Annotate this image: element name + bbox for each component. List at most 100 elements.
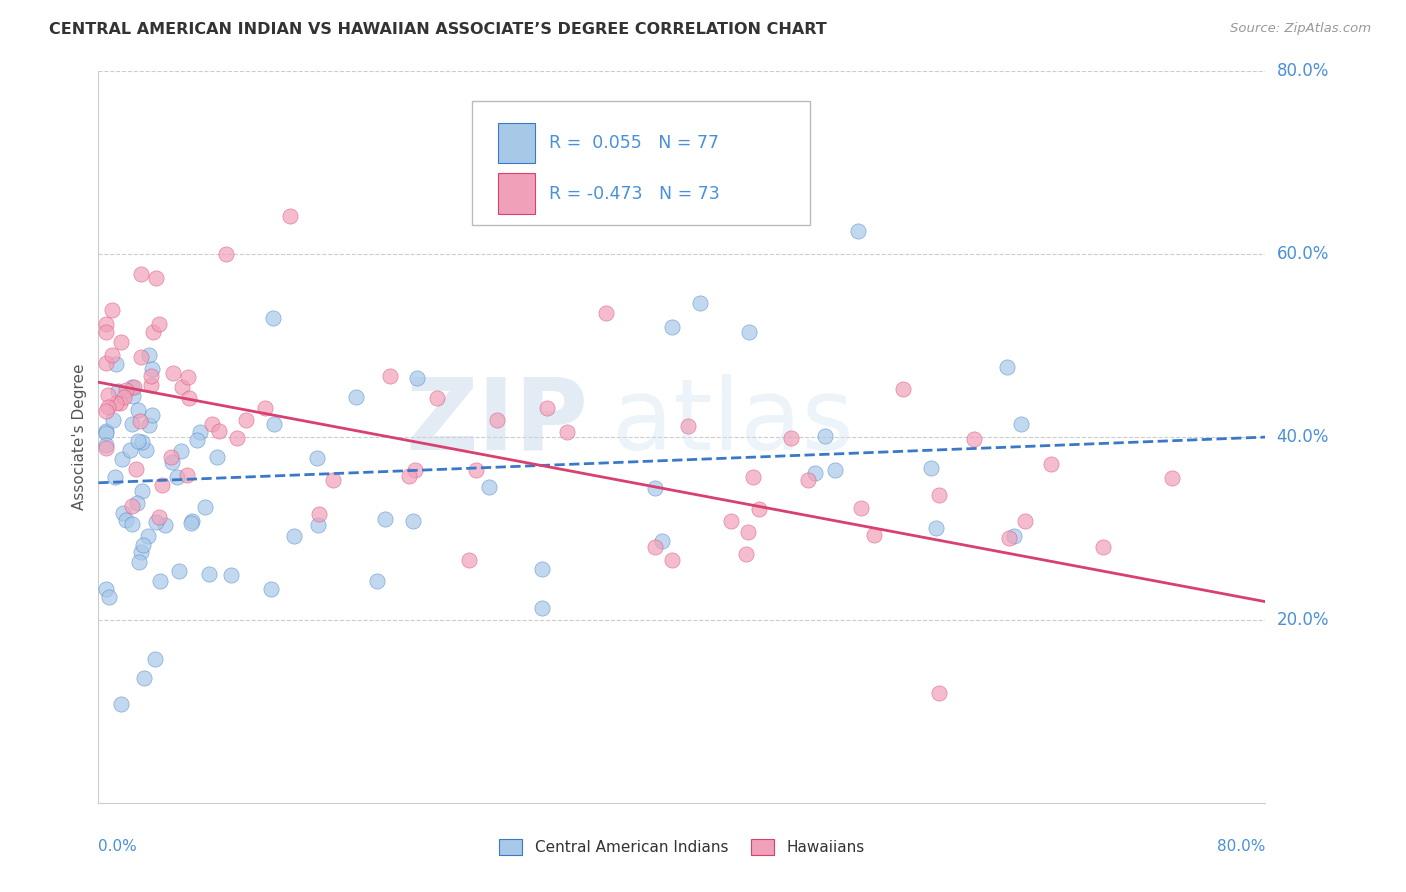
Point — [94, 582, 117, 597]
Point — [107, 384, 129, 398]
Point — [595, 306, 617, 320]
Point — [262, 311, 284, 326]
Point — [138, 418, 160, 433]
Point — [404, 463, 426, 477]
Point — [160, 450, 183, 464]
Point — [112, 506, 135, 520]
Point — [235, 413, 257, 427]
Point — [134, 671, 156, 685]
Point — [180, 516, 202, 530]
Point — [536, 401, 558, 416]
Point — [226, 432, 249, 446]
Point — [160, 455, 183, 469]
Point — [737, 525, 759, 540]
Point — [122, 389, 145, 403]
Point — [115, 384, 138, 398]
Point — [402, 515, 425, 529]
Point — [132, 538, 155, 552]
Point — [120, 443, 142, 458]
Point — [995, 359, 1018, 374]
Point — [198, 566, 221, 581]
Point — [145, 271, 167, 285]
Point — [849, 501, 872, 516]
Point — [170, 380, 193, 394]
Point — [398, 468, 420, 483]
Point — [1002, 529, 1025, 543]
Point — [150, 477, 173, 491]
Point — [928, 685, 950, 699]
Point — [94, 325, 117, 339]
Point — [863, 528, 886, 542]
Point — [127, 403, 149, 417]
Point — [97, 590, 120, 604]
Point — [485, 412, 508, 426]
Point — [644, 540, 666, 554]
Point — [188, 425, 211, 440]
Point — [738, 326, 761, 340]
Point — [215, 246, 238, 260]
Point — [129, 350, 152, 364]
Point — [127, 496, 149, 510]
Point — [166, 470, 188, 484]
Point — [194, 500, 217, 515]
Point — [131, 483, 153, 498]
Point — [814, 428, 837, 442]
Y-axis label: Associate's Degree: Associate's Degree — [72, 364, 87, 510]
Point — [366, 574, 388, 588]
Point — [748, 502, 770, 516]
Point — [94, 356, 117, 370]
Point — [308, 507, 330, 521]
Point — [373, 511, 395, 525]
Point — [283, 529, 305, 543]
Point — [997, 531, 1019, 545]
Point — [94, 318, 117, 332]
Text: R =  0.055   N = 77: R = 0.055 N = 77 — [548, 134, 718, 152]
Point — [94, 424, 117, 438]
Text: atlas: atlas — [612, 374, 853, 471]
Point — [307, 450, 329, 465]
Point — [136, 529, 159, 543]
Point — [797, 473, 820, 487]
Point — [94, 425, 117, 440]
Point — [651, 533, 673, 548]
Point — [94, 404, 117, 418]
Text: 80.0%: 80.0% — [1277, 62, 1329, 80]
Point — [110, 697, 132, 711]
Point — [254, 401, 277, 415]
Point — [129, 545, 152, 559]
Point — [94, 442, 117, 456]
Point — [141, 409, 163, 423]
Point — [148, 510, 170, 524]
Text: 20.0%: 20.0% — [1277, 611, 1329, 629]
Point — [846, 224, 869, 238]
Point — [122, 379, 145, 393]
Point — [149, 574, 172, 588]
Point — [322, 473, 344, 487]
Point — [280, 209, 302, 223]
Point — [94, 438, 117, 452]
Point — [162, 366, 184, 380]
Point — [344, 390, 367, 404]
Point — [824, 463, 846, 477]
Text: 80.0%: 80.0% — [1218, 839, 1265, 855]
Point — [181, 515, 204, 529]
Point — [121, 417, 143, 432]
Point — [127, 434, 149, 449]
Text: Source: ZipAtlas.com: Source: ZipAtlas.com — [1230, 22, 1371, 36]
Text: R = -0.473   N = 73: R = -0.473 N = 73 — [548, 185, 720, 202]
Point — [263, 417, 285, 432]
Point — [115, 513, 138, 527]
Point — [689, 296, 711, 310]
Point — [661, 552, 683, 566]
Point — [104, 357, 127, 371]
Point — [128, 555, 150, 569]
Point — [464, 463, 486, 477]
Point — [780, 431, 803, 445]
Point — [804, 467, 827, 481]
Point — [720, 514, 742, 528]
Point — [555, 425, 578, 440]
Point — [101, 303, 124, 318]
Point — [170, 443, 193, 458]
Point — [176, 468, 198, 483]
Point — [186, 433, 208, 447]
